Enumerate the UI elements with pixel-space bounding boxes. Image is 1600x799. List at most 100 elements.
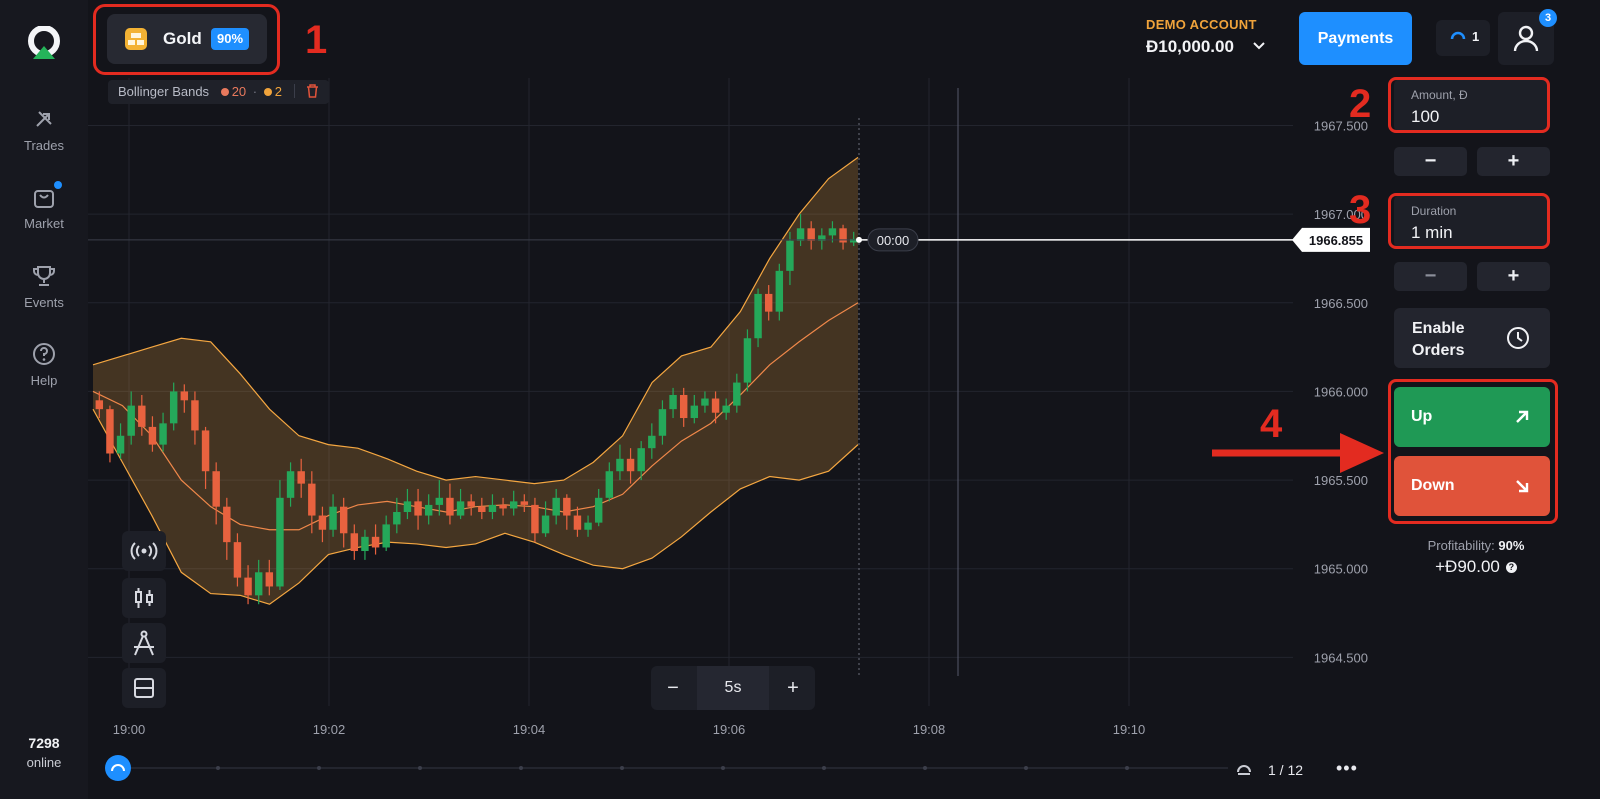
duration-field[interactable]: Duration 1 min: [1394, 195, 1550, 248]
candle-body: [138, 405, 146, 427]
asset-selector[interactable]: Gold 90%: [107, 14, 267, 64]
duration-value[interactable]: 1 min: [1411, 223, 1453, 242]
arrow-up-right-icon: [1516, 410, 1529, 423]
timeline-handle: [105, 755, 131, 781]
candle-body: [584, 522, 592, 530]
candle-body: [701, 398, 709, 406]
timeline-tick: [519, 766, 523, 770]
candle-body: [711, 398, 720, 413]
duration-plus-button[interactable]: +: [1477, 262, 1550, 291]
candle-body: [254, 572, 263, 596]
candle-body: [605, 471, 614, 498]
timeline-tick: [1024, 766, 1028, 770]
sidebar-item-label: Market: [24, 216, 64, 231]
chevron-down-icon[interactable]: [1251, 37, 1267, 53]
sidebar-item-label: Events: [24, 295, 64, 310]
candle-body: [796, 228, 805, 241]
candle-body: [329, 506, 337, 530]
y-tick-label: 1966.500: [1314, 296, 1368, 311]
candle-body: [403, 501, 412, 513]
price-chart[interactable]: 1964.500 1965.000 1965.500 1966.000 1966.500…: [88, 78, 1380, 746]
trash-icon[interactable]: [306, 84, 319, 98]
candle-body: [839, 228, 847, 243]
account-type: DEMO ACCOUNT: [1146, 17, 1257, 32]
sidebar: Trades Market Events Help 7298 online: [0, 0, 88, 799]
user-icon: [1513, 25, 1539, 52]
zoom-out-button[interactable]: −: [667, 677, 679, 699]
profitability-value: 90%: [1498, 538, 1525, 553]
candle-body: [690, 405, 699, 419]
open-trades-indicator[interactable]: 1: [1436, 20, 1490, 56]
drawing-tools-button[interactable]: [122, 623, 166, 663]
bollinger-lower-line: [92, 408, 859, 605]
payout-badge: 90%: [211, 28, 250, 50]
candlestick-icon: [135, 588, 153, 608]
sidebar-item-trades[interactable]: Trades: [0, 106, 88, 153]
enable-orders-button[interactable]: Enable Orders: [1394, 308, 1550, 368]
indicator-period: 20: [231, 84, 247, 99]
platform-logo[interactable]: [27, 26, 61, 60]
price-dot: [856, 236, 862, 243]
candle-body: [212, 471, 220, 507]
candle-body: [733, 382, 741, 406]
candle-body: [563, 497, 571, 516]
amount-minus-button[interactable]: −: [1394, 147, 1467, 176]
sidebar-item-label: Trades: [24, 138, 64, 153]
candle-body: [361, 536, 369, 552]
account-balance[interactable]: Đ10,000.00: [1146, 37, 1234, 56]
history-icon[interactable]: [1236, 762, 1252, 776]
payments-button[interactable]: Payments: [1299, 12, 1412, 65]
candle-body: [807, 228, 815, 241]
candle-body: [722, 405, 730, 413]
sidebar-item-events[interactable]: Events: [0, 263, 88, 310]
payout-amount: +Đ90.00: [1435, 557, 1500, 576]
candle-body: [265, 572, 274, 587]
up-button[interactable]: Up: [1394, 387, 1550, 447]
help-icon[interactable]: ?: [1505, 562, 1517, 573]
candle-body: [552, 497, 560, 516]
more-options-button[interactable]: •••: [1336, 758, 1358, 778]
zoom-in-button[interactable]: +: [787, 677, 799, 699]
arrow-down-right-icon: [1516, 480, 1529, 493]
candle-body: [201, 430, 210, 472]
candle-body: [446, 497, 454, 516]
candle-body: [127, 405, 135, 436]
open-trades-count: 1: [1472, 29, 1480, 44]
online-count: 7298: [28, 735, 60, 751]
help-icon: [33, 343, 55, 365]
sidebar-item-help[interactable]: Help: [0, 341, 88, 388]
candle-body: [818, 235, 826, 241]
asset-name: Gold: [163, 29, 202, 48]
candle-body: [754, 293, 762, 339]
profitability-label: Profitability:: [1427, 538, 1495, 553]
x-tick-label: 19:06: [713, 722, 746, 737]
candle-body: [594, 497, 603, 523]
timeline-scrollbar[interactable]: [88, 748, 1380, 799]
amount-field[interactable]: Amount, Đ 100: [1394, 79, 1550, 132]
timeline-tick: [721, 766, 725, 770]
gold-bars-icon: [125, 28, 147, 50]
page-indicator: 1 / 12: [1268, 762, 1304, 778]
up-label: Up: [1411, 408, 1433, 425]
candle-body: [764, 293, 773, 312]
duration-minus-button[interactable]: −: [1394, 262, 1467, 291]
candle-body: [467, 501, 475, 507]
callout-number: 1: [305, 18, 328, 62]
y-tick-label: 1967.000: [1314, 207, 1368, 222]
bollinger-band-fill: [93, 157, 858, 605]
candle-body: [276, 497, 284, 587]
timeline-tick: [620, 766, 624, 770]
layout-button[interactable]: [122, 668, 166, 708]
x-tick-label: 19:08: [913, 722, 946, 737]
compass-icon: [134, 630, 154, 656]
candle-body: [371, 536, 380, 548]
amount-plus-button[interactable]: +: [1477, 147, 1550, 176]
chart-type-button[interactable]: [122, 578, 166, 618]
down-button[interactable]: Down: [1394, 456, 1550, 516]
indicator-chip[interactable]: Bollinger Bands 20 · 2: [108, 80, 330, 104]
signals-tool-button[interactable]: [122, 531, 166, 571]
candle-body: [531, 504, 539, 534]
amount-value[interactable]: 100: [1411, 107, 1440, 126]
sidebar-item-market[interactable]: Market: [0, 181, 88, 231]
timeframe-value[interactable]: 5s: [697, 666, 769, 710]
